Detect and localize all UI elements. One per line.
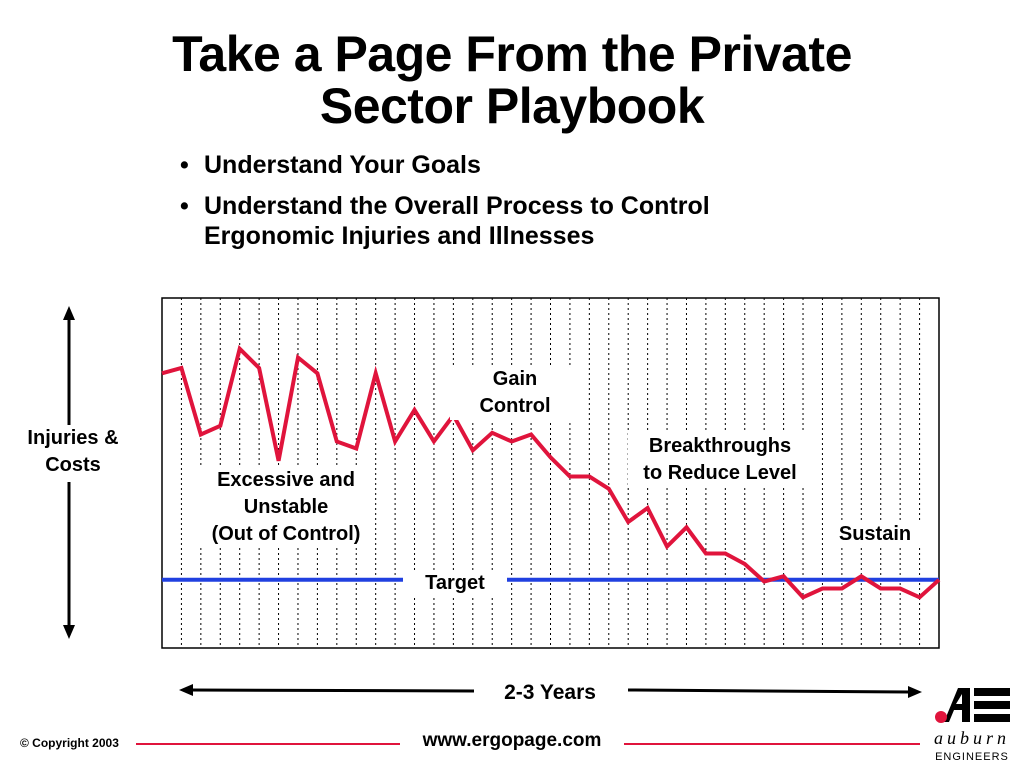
x-axis-label: 2-3 Years <box>504 681 596 704</box>
slide-title: Take a Page From the Private Sector Play… <box>0 28 1024 132</box>
x-axis-double-arrow <box>179 684 922 698</box>
annotation-out-of-control: Excessive and Unstable (Out of Control) <box>200 467 372 548</box>
annotation-breakthroughs: Breakthroughs to Reduce Level <box>628 433 812 487</box>
target-label: Target <box>403 570 507 597</box>
y-axis-label: Injuries & Costs <box>27 427 119 476</box>
auburn-engineers-logo: auburn ENGINEERS <box>934 688 1010 763</box>
logo-subtext: ENGINEERS <box>935 751 1009 763</box>
bullet-item-process: Understand the Overall Process to Contro… <box>176 191 816 251</box>
annotation-sustain: Sustain <box>826 521 924 548</box>
title-line-2: Sector Playbook <box>319 78 705 134</box>
y-axis-double-arrow <box>63 306 75 639</box>
bullet-item-goals: Understand Your Goals <box>176 150 816 180</box>
website-url: www.ergopage.com <box>422 730 602 751</box>
series-line <box>161 344 941 600</box>
title-line-1: Take a Page From the Private <box>172 26 852 82</box>
copyright-text: © Copyright 2003 <box>20 736 119 750</box>
annotation-gain-control: Gain Control <box>450 366 580 420</box>
logo-wordmark: auburn <box>934 728 1010 748</box>
bullet-list: Understand Your Goals Understand the Ove… <box>176 150 816 262</box>
